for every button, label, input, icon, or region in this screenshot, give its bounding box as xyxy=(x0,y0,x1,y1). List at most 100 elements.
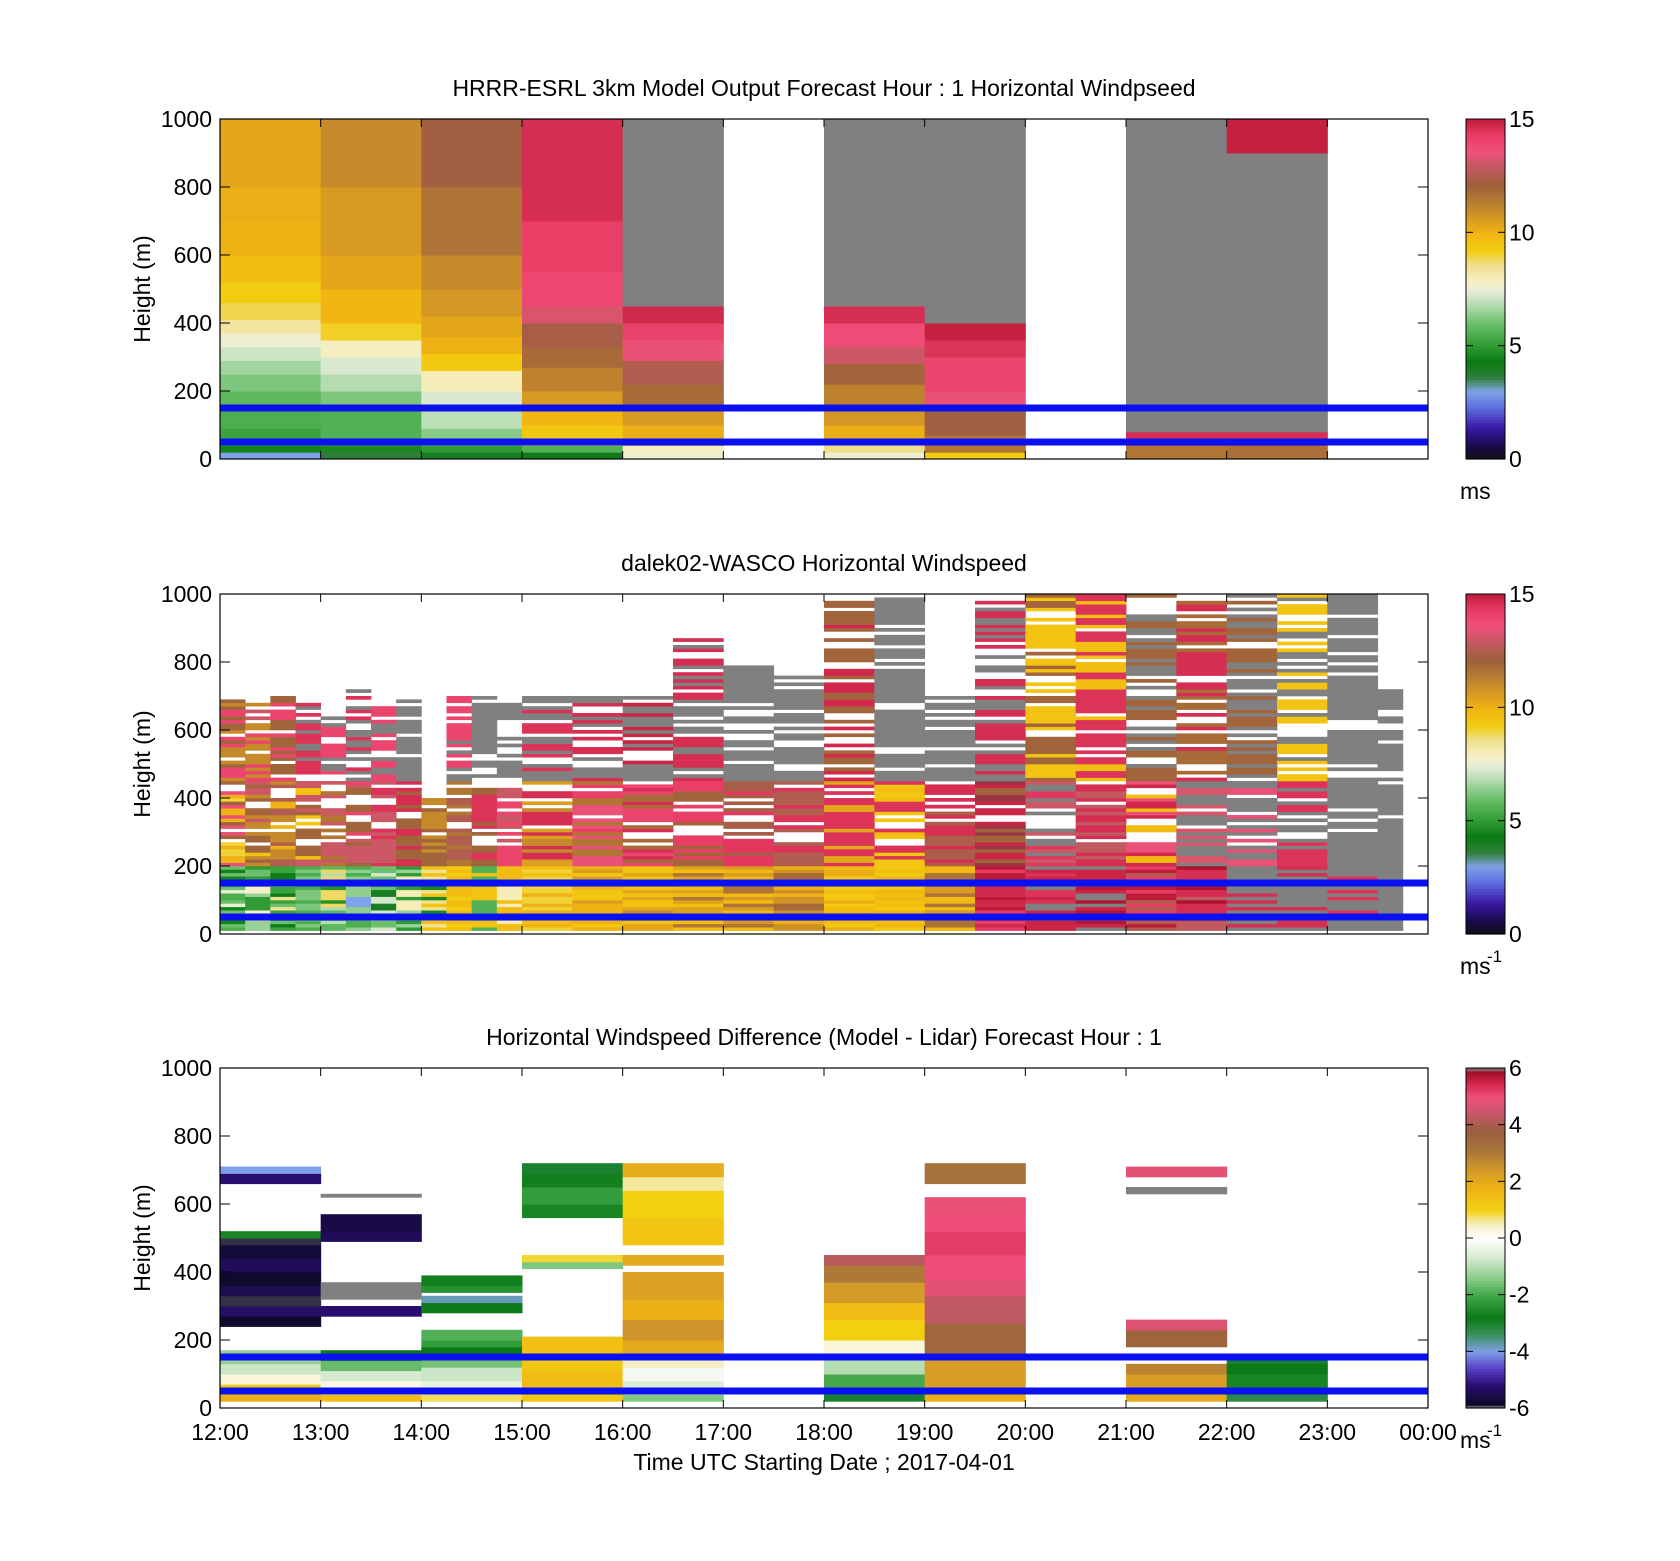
heatmap-cell xyxy=(622,791,674,795)
heatmap-cell xyxy=(1226,726,1278,731)
heatmap-cell xyxy=(1226,631,1278,636)
colorbar-swatch xyxy=(1466,1184,1505,1188)
heatmap-cell xyxy=(1075,872,1127,877)
colorbar-swatch xyxy=(1466,1070,1505,1075)
heatmap-cell xyxy=(622,910,674,914)
heatmap-cell xyxy=(673,665,724,670)
heatmap-cell xyxy=(371,794,397,799)
heatmap-cell xyxy=(1176,876,1228,880)
heatmap-cell xyxy=(320,452,422,460)
heatmap-cell xyxy=(1176,614,1228,619)
colorbar-swatch xyxy=(1466,447,1505,452)
heatmap-cell xyxy=(924,821,976,826)
heatmap-cell xyxy=(295,784,322,789)
colorbar-swatch xyxy=(1466,642,1505,646)
heatmap-cell xyxy=(874,764,926,768)
heatmap-cell xyxy=(1075,910,1127,914)
heatmap-cell xyxy=(572,747,624,751)
heatmap-cell xyxy=(773,872,825,877)
heatmap-cell xyxy=(975,849,1026,853)
heatmap-cell xyxy=(874,811,926,816)
heatmap-cell xyxy=(421,289,523,317)
heatmap-cell xyxy=(421,821,447,826)
colorbar-swatch xyxy=(1466,803,1505,808)
colorbar-swatch xyxy=(1466,1144,1505,1148)
colorbar-swatch xyxy=(1466,388,1505,392)
heatmap-cell xyxy=(824,323,926,348)
heatmap-cell xyxy=(1277,668,1328,673)
heatmap-cell xyxy=(1075,668,1127,673)
colorbar-swatch xyxy=(1466,453,1505,457)
heatmap-cell xyxy=(245,815,271,819)
heatmap-cell xyxy=(421,1357,523,1368)
heatmap-cell xyxy=(1226,855,1278,860)
heatmap-cell xyxy=(1277,862,1328,867)
heatmap-cell xyxy=(446,903,473,908)
heatmap-cell xyxy=(270,764,296,768)
colorbar-swatch xyxy=(1466,306,1505,310)
heatmap-cell xyxy=(1025,662,1077,666)
heatmap-cell xyxy=(824,425,926,443)
heatmap-cell xyxy=(622,872,674,877)
heatmap-cell xyxy=(371,774,397,778)
heatmap-cell xyxy=(1126,845,1177,850)
colorbar-swatch xyxy=(1466,919,1505,924)
heatmap-cell xyxy=(622,764,674,768)
heatmap-cell xyxy=(345,828,372,833)
heatmap-cell xyxy=(1176,682,1228,687)
heatmap-cell xyxy=(924,753,976,758)
heatmap-cell xyxy=(874,923,926,928)
heatmap-cell xyxy=(824,893,875,897)
colorbar-swatch xyxy=(1466,769,1505,774)
panel-title: HRRR-ESRL 3km Model Output Forecast Hour… xyxy=(452,75,1195,101)
colorbar-swatch xyxy=(1466,1354,1505,1358)
heatmap-cell xyxy=(446,893,473,897)
heatmap-cell xyxy=(622,1163,724,1178)
heatmap-cell xyxy=(496,702,523,707)
colorbar-swatch xyxy=(1466,334,1505,338)
heatmap-cell xyxy=(421,896,447,901)
colorbar-swatch xyxy=(1466,619,1505,623)
heatmap-cell xyxy=(924,723,976,727)
heatmap-cell xyxy=(1327,702,1379,707)
colorbar-swatch xyxy=(1466,263,1505,267)
heatmap-cell xyxy=(1025,889,1077,894)
colorbar-swatch xyxy=(1466,1124,1505,1129)
heatmap-cell xyxy=(245,760,271,765)
colorbar-swatch xyxy=(1466,599,1505,604)
heatmap-cell xyxy=(1377,689,1404,693)
heatmap-cell xyxy=(345,781,372,785)
heatmap-cell xyxy=(270,696,296,700)
heatmap-cell xyxy=(371,903,397,908)
heatmap-cell xyxy=(572,920,624,925)
colorbar-swatch xyxy=(1466,809,1505,813)
heatmap-cell xyxy=(371,859,397,863)
heatmap-cell xyxy=(622,900,674,904)
heatmap-cell xyxy=(1327,641,1379,646)
heatmap-cell xyxy=(1176,855,1228,860)
colorbar-tick-label: -2 xyxy=(1509,1282,1529,1308)
heatmap-cell xyxy=(245,726,271,731)
heatmap-cell xyxy=(320,896,347,901)
heatmap-cell xyxy=(924,774,976,778)
heatmap-cell xyxy=(1025,689,1077,693)
heatmap-cell xyxy=(1025,811,1077,816)
heatmap-cell xyxy=(345,889,372,894)
heatmap-cell xyxy=(396,893,422,897)
heatmap-cell xyxy=(522,808,573,812)
heatmap-cell xyxy=(975,702,1026,707)
colorbar-swatch xyxy=(1466,730,1505,734)
heatmap-cell xyxy=(824,621,875,625)
heatmap-cell xyxy=(1377,852,1404,857)
colorbar-swatch xyxy=(1466,192,1505,197)
heatmap-cell xyxy=(1226,662,1278,666)
heatmap-cell xyxy=(1176,900,1228,904)
heatmap-cell xyxy=(1327,689,1379,693)
heatmap-cell xyxy=(723,872,775,877)
colorbar-swatch xyxy=(1466,136,1505,140)
heatmap-cell xyxy=(975,723,1026,727)
heatmap-cell xyxy=(622,1272,724,1300)
heatmap-cell xyxy=(446,811,473,816)
heatmap-cell xyxy=(421,862,447,867)
heatmap-cell xyxy=(975,607,1026,612)
